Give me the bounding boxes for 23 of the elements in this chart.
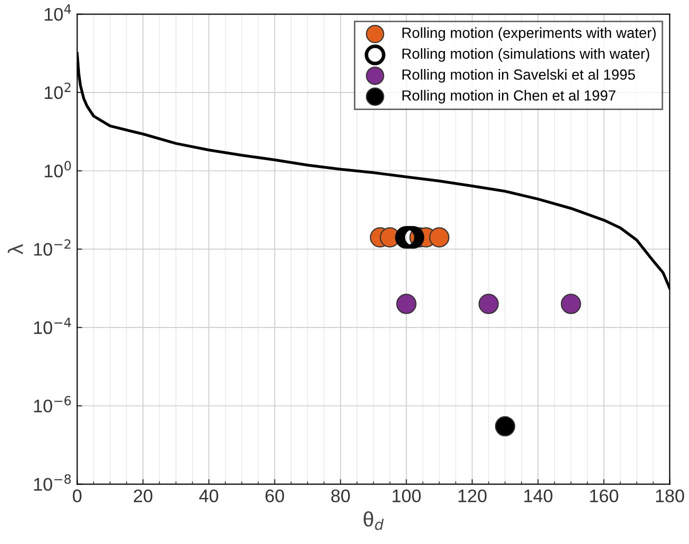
x-tick-label: 160 (590, 490, 618, 502)
x-axis-title: θ$_{d}$ (364, 511, 384, 530)
legend-label: Rolling motion in Chen et al 1997 (402, 90, 616, 104)
y-tick-label: 10$^{−8}$ (34, 474, 71, 491)
legend-label: Rolling motion (simulations with water) (402, 48, 650, 62)
x-tick-label: 40 (199, 490, 218, 502)
x-tick-label: 120 (458, 490, 487, 502)
x-tick-label: 80 (331, 490, 350, 502)
y-tick-label: 10$^{2}$ (44, 82, 70, 100)
y-tick-label: 10$^{0}$ (44, 160, 71, 178)
legend-label: Rolling motion in Savelski et al 1995 (402, 69, 635, 83)
x-tick-label: 180 (656, 490, 684, 502)
y-tick-label: 10$^{−6}$ (34, 396, 71, 412)
x-tick-label: 20 (134, 490, 152, 502)
x-tick-label: 0 (72, 490, 82, 502)
y-tick-label: 10$^{−2}$ (34, 239, 70, 256)
y-axis-title: λ (8, 244, 23, 254)
y-tick-label: 10$^{4}$ (44, 4, 72, 21)
x-tick-label: 140 (524, 490, 552, 502)
y-tick-label: 10$^{−4}$ (34, 318, 71, 334)
x-tick-label: 60 (266, 490, 284, 502)
legend-label: Rolling motion (experiments with water) (402, 27, 656, 41)
x-tick-label: 100 (392, 490, 421, 502)
